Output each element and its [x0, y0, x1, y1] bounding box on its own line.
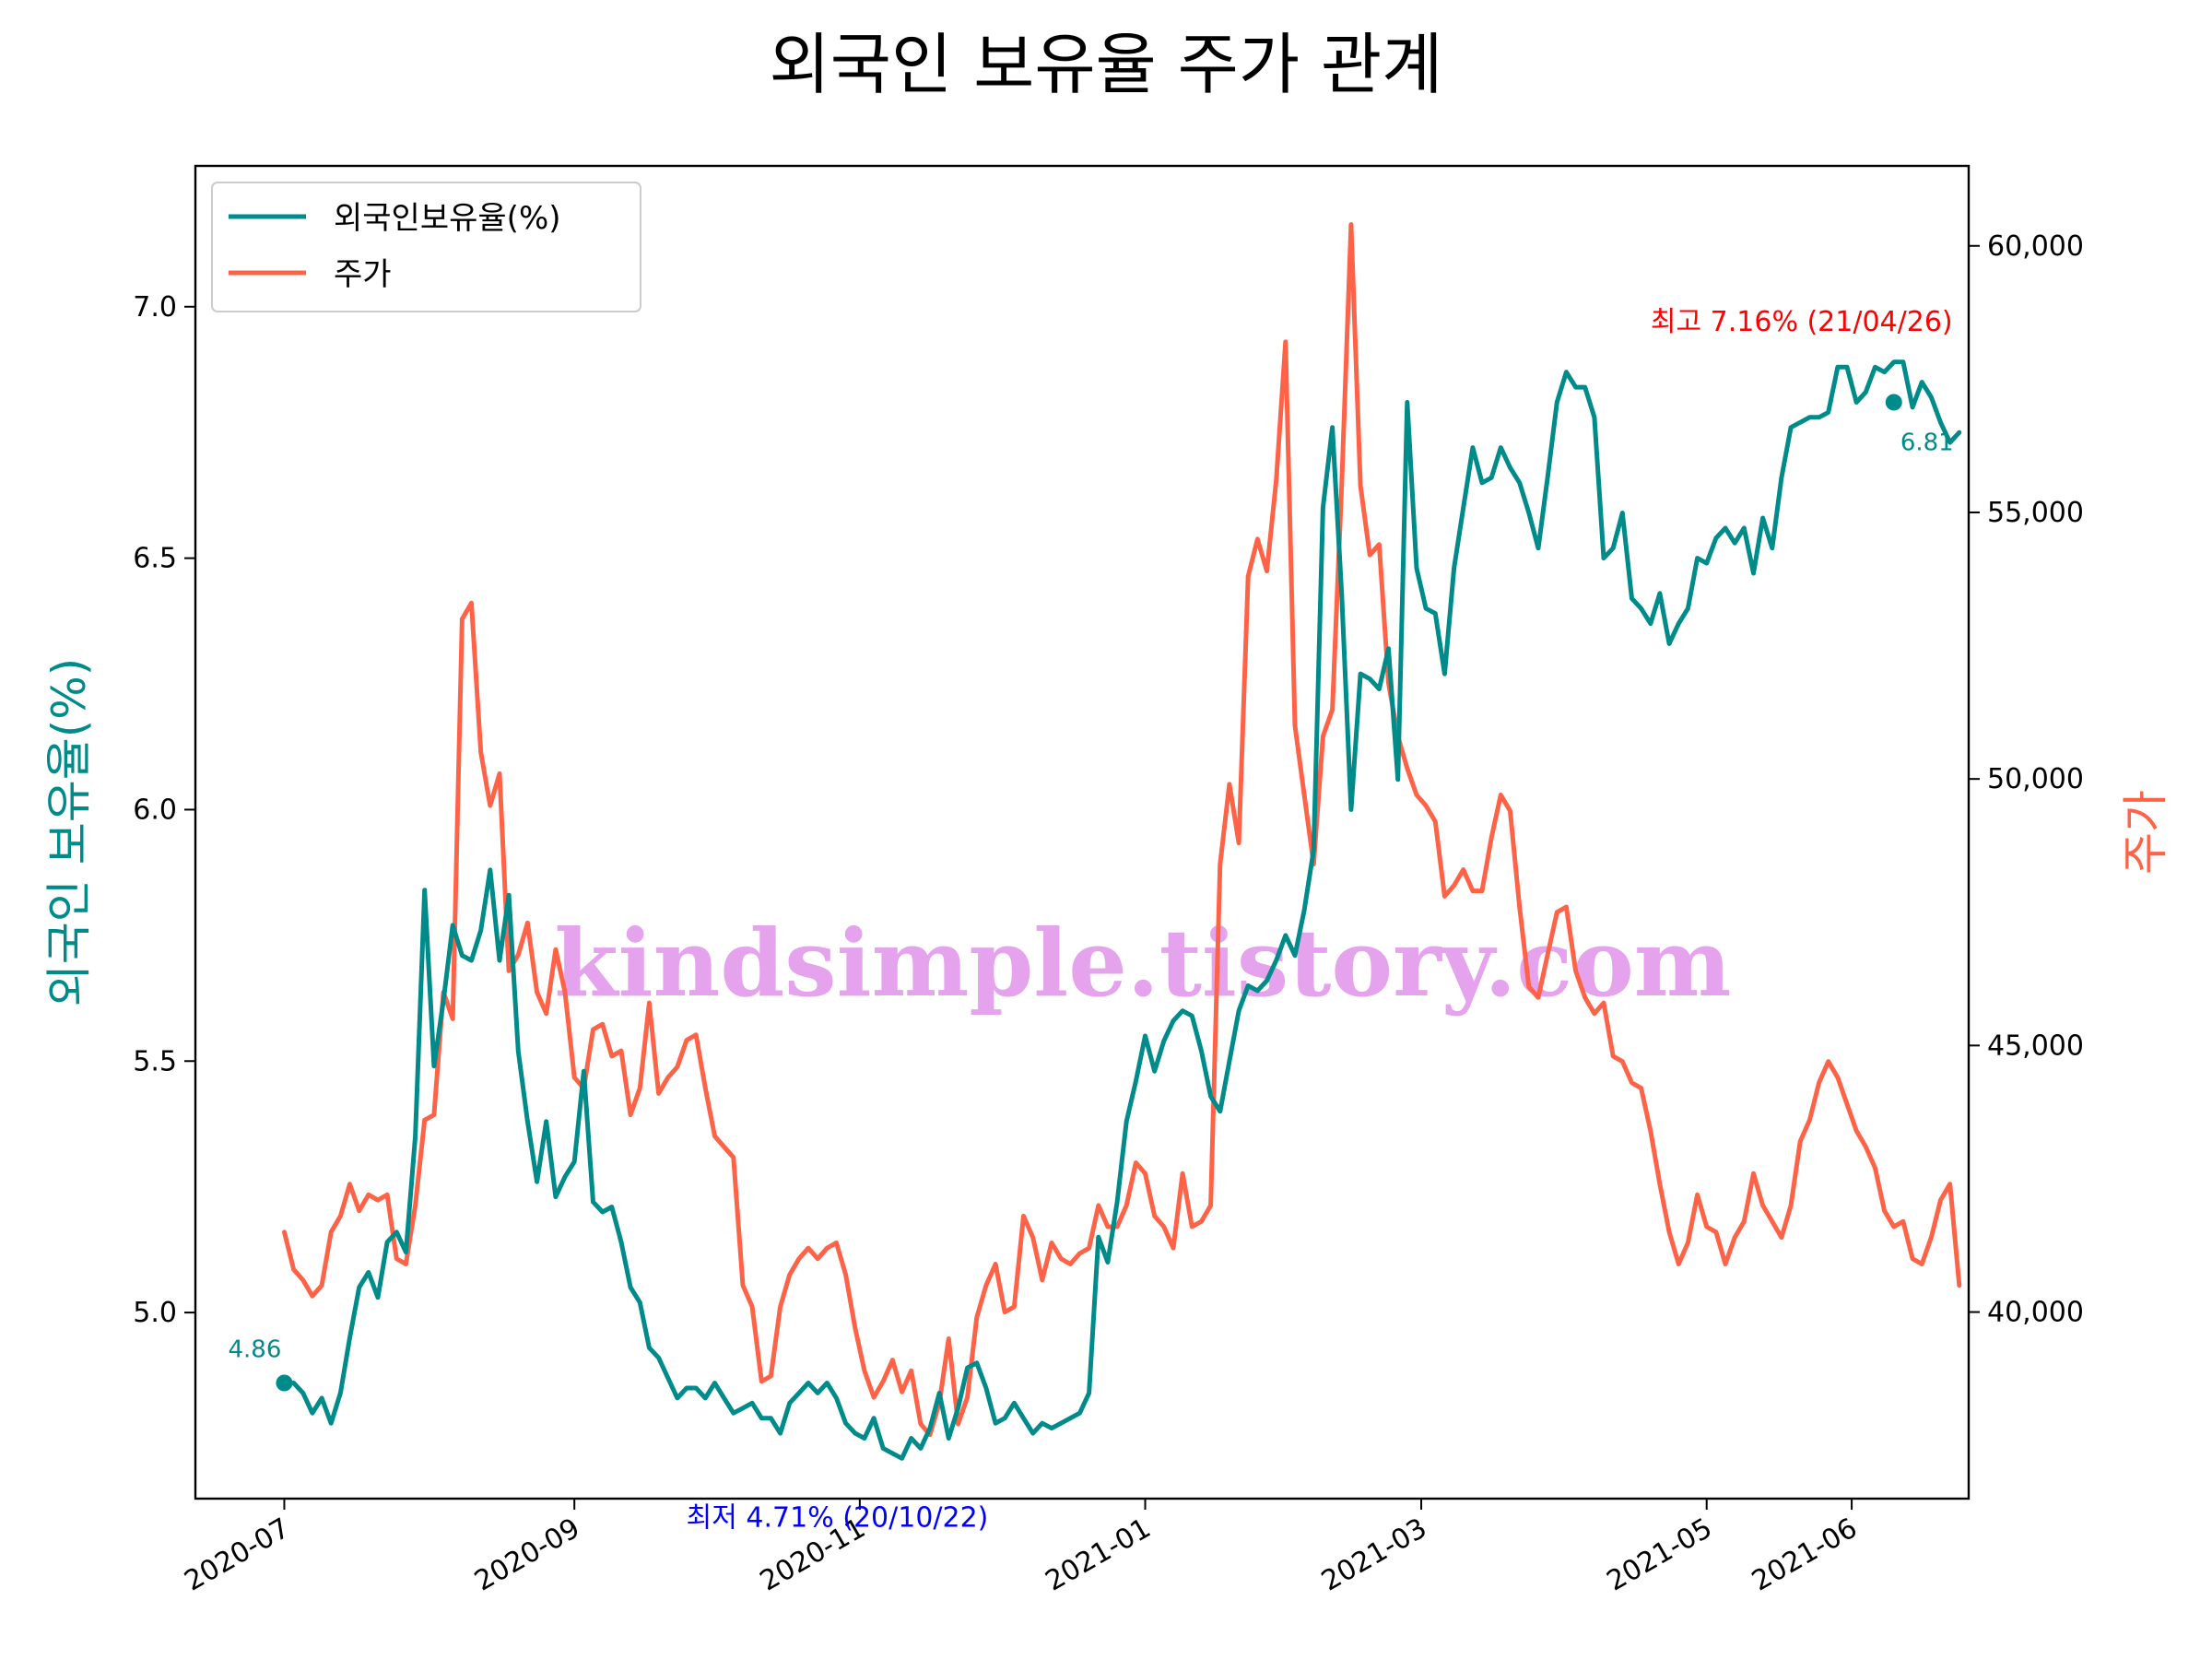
y-right-tick-label: 60,000	[1987, 230, 2084, 263]
y-axis-right: 40,000 45,000 50,000 55,000 60,000	[1969, 230, 2084, 1329]
y-axis-left: 5.0 5.5 6.0 6.5 7.0	[133, 291, 195, 1329]
y-right-tick-label: 40,000	[1987, 1297, 2084, 1329]
annotation-max: 최고 7.16% (21/04/26)	[1651, 306, 1953, 338]
start-value-label: 4.86	[229, 1335, 282, 1363]
y-left-tick-label: 7.0	[133, 291, 177, 324]
legend-box	[211, 182, 641, 312]
annotation-min: 최저 4.71% (20/10/22)	[687, 1501, 989, 1534]
legend-label-price: 주가	[334, 256, 392, 293]
series-line-foreign-ratio	[282, 359, 1962, 1461]
y-left-tick-label: 5.0	[133, 1297, 177, 1329]
y-left-tick-label: 6.0	[133, 794, 177, 826]
y-left-tick-label: 6.5	[133, 543, 177, 575]
end-value-label: 6.81	[1900, 429, 1954, 456]
y-right-tick-label: 55,000	[1987, 497, 2084, 529]
legend: 외국인보유율(%) 주가	[211, 182, 641, 312]
series-layer	[282, 222, 1962, 1461]
y-right-tick-label: 50,000	[1987, 763, 2084, 795]
watermark: kindsimple.tistory.com	[554, 909, 1731, 1018]
series-line-price	[282, 222, 1962, 1438]
y-right-tick-label: 45,000	[1987, 1030, 2084, 1062]
end-marker	[1885, 394, 1902, 411]
legend-label-foreign: 외국인보유율(%)	[334, 200, 561, 237]
y-axis-left-label: 외국인 보유율(%)	[42, 658, 96, 1006]
y-axis-right-label: 주가	[2119, 790, 2172, 875]
chart-title: 외국인 보유율 주가 관계	[769, 26, 1442, 103]
y-left-tick-label: 5.5	[133, 1045, 177, 1077]
plot-area	[194, 164, 1971, 1500]
annotations: 최고 7.16% (21/04/26) 최저 4.71% (20/10/22) 4.…	[229, 306, 1954, 1535]
start-marker	[276, 1374, 293, 1392]
plot-frame	[194, 164, 1971, 1500]
